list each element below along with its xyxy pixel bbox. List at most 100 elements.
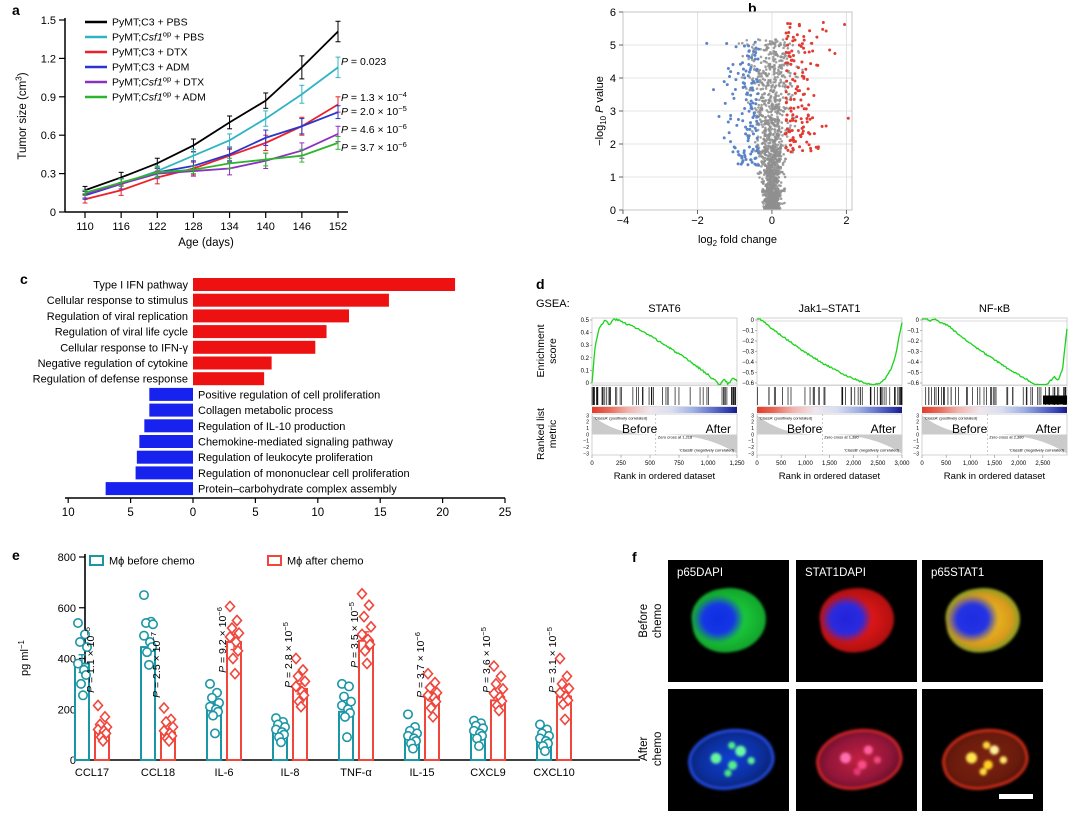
chart-element [779,197,783,201]
chart-element [774,78,778,82]
chart-element [729,117,733,121]
chart-element [765,135,769,138]
chart-element [755,77,759,81]
chart-element [820,124,824,128]
chart-element [760,123,763,126]
chart-element [772,175,776,179]
chart-element [756,317,903,386]
data-point [490,677,502,691]
data-point [358,610,370,623]
p-value-annotation: P = 1.1 × 10−5 [83,627,97,693]
chart-element [769,166,773,169]
chart-element [789,124,792,127]
chart-element [1043,395,1067,405]
chart-element [807,143,811,147]
chart-element [770,199,774,203]
category-label: CCL17 [75,767,109,779]
chart-element [765,189,769,193]
row-label-line: Before [638,603,651,638]
chart-element [84,30,339,192]
chart-element [767,177,770,181]
chart-element: value [594,76,606,105]
chart-element [783,55,786,59]
chart-element [921,317,1068,386]
chart-element [777,133,781,137]
chart-element [744,132,748,136]
chart-element [779,170,782,174]
chart-element [811,116,815,120]
chart-element [763,145,766,149]
chart-element [759,79,762,82]
chart-element [770,183,774,187]
chart-element [767,171,770,174]
chart-element [760,160,763,163]
chart-element [784,50,788,54]
p-value-annotation: P = 2.8 × 10−5 [281,622,295,688]
panel-letter-e: e [12,547,20,563]
chart-element [771,65,774,69]
chart-element: = 0.023 [348,56,386,68]
micrograph-title: STAT1DAPI [805,567,866,579]
chart-element [747,44,751,48]
chart-element [766,150,770,153]
chart-element [726,67,730,71]
chart-element [757,106,760,109]
es-tick: −0.5 [742,371,755,377]
chart-element [753,140,757,144]
data-point [73,658,84,669]
after-label: After [1036,422,1061,436]
chart-element [770,164,774,167]
chart-element [756,80,760,84]
chart-element: PyMT;C3 + DTX [112,47,188,59]
chart-element [755,136,759,140]
category-label: IL-15 [409,767,434,779]
chart-element [768,129,772,132]
chart-element [763,206,766,210]
chart-element [729,70,733,74]
chart-element [752,113,756,117]
gsea-heading: GSEA: [536,298,570,310]
chart-element: −7 [149,632,158,641]
es-tick: 0.1 [581,368,590,374]
chart-element [750,107,754,111]
chart-element [765,194,769,197]
chart-element [779,189,783,192]
data-point [561,670,573,683]
chart-element: PyMT; [112,92,141,104]
metric-tick: 2 [751,420,754,426]
chart-element [745,38,749,42]
chart-element: −6 [413,632,422,641]
chart-element [743,106,747,110]
y-tick: 3 [610,106,616,118]
chart-element [737,153,741,157]
chart-element [764,87,768,90]
chart-element [787,51,791,55]
group-CCL17 [73,617,113,762]
chart-element [772,55,775,59]
chart-element [922,407,1067,413]
scale-bar [999,794,1033,799]
chart-element [761,177,764,181]
chart-element [770,121,773,124]
chart-element [771,84,775,87]
data-point [290,652,302,665]
chart-element: −5 [545,627,554,636]
chart-element: log [698,234,713,246]
chart-element [761,77,765,81]
group-IL-8 [270,652,311,761]
data-point [559,713,571,726]
chart-element [793,38,797,42]
chart-element: op [163,30,171,39]
chart-element [753,65,756,68]
es-tick: 0 [751,318,755,324]
chart-element [779,165,783,169]
chart-element [591,317,738,386]
chart-element [751,77,755,80]
chart-element [769,196,772,199]
bar-down [144,419,193,433]
chart-element [736,117,740,121]
chart-element [764,153,768,157]
y-tick: 0.6 [41,130,56,142]
chart-element [84,133,339,195]
